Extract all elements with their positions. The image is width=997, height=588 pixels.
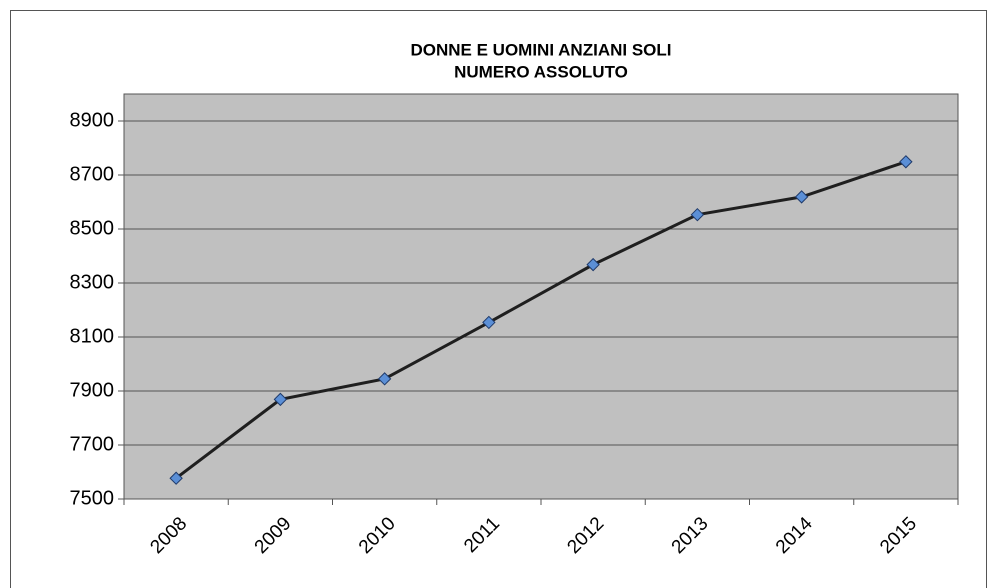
y-tick-label: 8300 [70,271,115,293]
data-point [169,471,183,485]
chart-title: DONNE E UOMINI ANZIANI SOLI [411,40,672,59]
y-tick-label: 8100 [70,325,115,347]
y-tick-label: 8500 [70,217,115,239]
y-tick-label: 8900 [70,109,115,131]
data-point [690,207,705,222]
data-point [482,315,496,330]
series-line [175,160,907,480]
y-tick-label: 7900 [70,379,115,401]
data-point [586,257,600,272]
data-point [377,372,392,386]
plot-area [124,94,958,499]
chart-subtitle: NUMERO ASSOLUTO [454,62,628,81]
data-point [273,392,288,407]
y-tick-label: 7500 [70,487,115,509]
data-point [899,155,913,169]
data-point [794,190,809,204]
y-tick-label: 7700 [70,433,115,455]
y-tick-label: 8700 [70,163,115,185]
